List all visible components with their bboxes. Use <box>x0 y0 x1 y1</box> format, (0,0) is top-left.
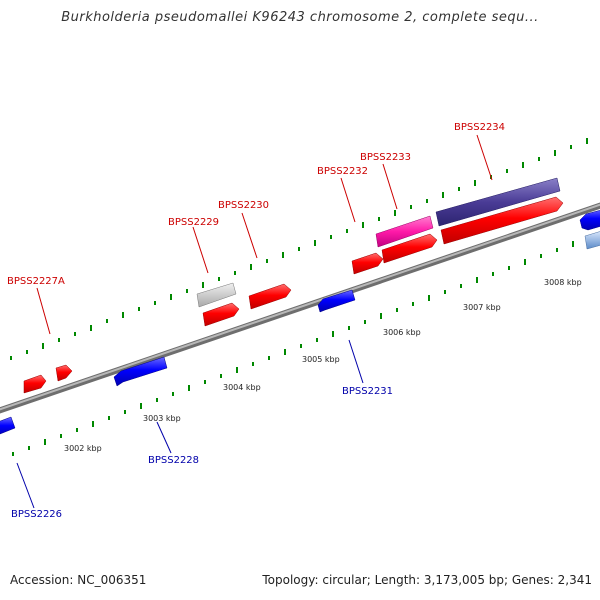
genome-title: Burkholderia pseudomallei K96243 chromos… <box>61 10 539 25</box>
gene-bpss2233-red[interactable] <box>381 233 438 264</box>
gene-partial-lightblue-right[interactable] <box>584 230 600 250</box>
gene-label-bpss2226[interactable]: BPSS2226 <box>11 509 62 520</box>
scale-label-3004: 3004 kbp <box>223 383 261 392</box>
lower-scale-track <box>12 241 574 456</box>
gene-bpss2234-red[interactable] <box>440 196 564 245</box>
gene-bpss2227-red-1[interactable] <box>23 374 47 394</box>
scale-label-3008: 3008 kbp <box>544 278 582 287</box>
gene-label-bpss2229[interactable]: BPSS2229 <box>168 217 219 228</box>
gene-label-bpss2227a[interactable]: BPSS2227A <box>7 276 65 287</box>
gene-label-bpss2230[interactable]: BPSS2230 <box>218 200 269 211</box>
accession-text: Accession: NC_006351 <box>10 573 147 587</box>
topology-summary: Topology: circular; Length: 3,173,005 bp… <box>262 573 592 587</box>
gene-bpss2231[interactable] <box>317 289 356 313</box>
gene-bpss2229[interactable] <box>196 282 237 308</box>
scale-label-3005: 3005 kbp <box>302 355 340 364</box>
gene-bpss2233[interactable] <box>375 215 434 248</box>
gene-label-bpss2232[interactable]: BPSS2232 <box>317 166 368 177</box>
upper-scale-track <box>10 138 588 360</box>
gene-label-bpss2234[interactable]: BPSS2234 <box>454 122 505 133</box>
gene-bpss2227a[interactable] <box>55 364 73 382</box>
reverse-leader-lines <box>16 339 364 509</box>
gene-bpss2232[interactable] <box>351 252 384 275</box>
gene-bpss2230[interactable] <box>248 283 292 310</box>
scale-label-3007: 3007 kbp <box>463 303 501 312</box>
gene-bpss2229-red[interactable] <box>202 302 240 327</box>
scale-label-3006: 3006 kbp <box>383 328 421 337</box>
gene-label-bpss2233[interactable]: BPSS2233 <box>360 152 411 163</box>
gene-bpss2228[interactable] <box>113 356 168 387</box>
scale-label-3003: 3003 kbp <box>143 414 181 423</box>
gene-bpss2226[interactable] <box>0 416 16 436</box>
chromosome-backbone <box>0 202 600 414</box>
gene-label-bpss2231[interactable]: BPSS2231 <box>342 386 393 397</box>
scale-label-3002: 3002 kbp <box>64 444 102 453</box>
gene-label-bpss2228[interactable]: BPSS2228 <box>148 455 199 466</box>
gene-partial-blue-right[interactable] <box>579 209 600 231</box>
forward-leader-lines <box>36 134 493 335</box>
gene-bpss2234[interactable] <box>435 177 561 227</box>
